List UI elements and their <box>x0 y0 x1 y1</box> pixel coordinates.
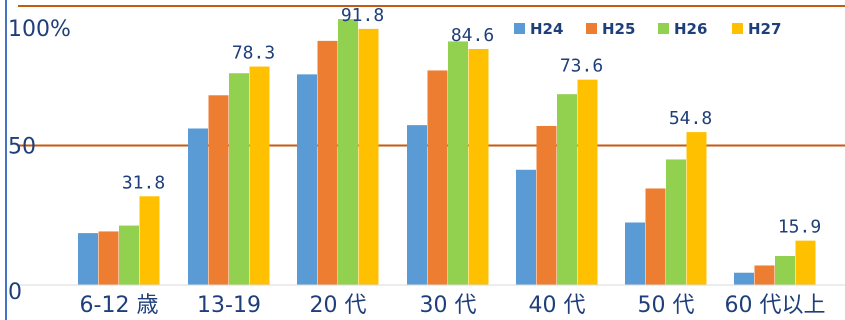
x-category-label: 60 代以上 <box>725 293 826 318</box>
bar-h27 <box>686 132 707 285</box>
bar-h25 <box>427 70 448 285</box>
legend-swatch <box>514 23 525 34</box>
bar-h24 <box>734 272 754 285</box>
data-label: 31.8 <box>122 172 165 193</box>
x-category-label: 50 代 <box>638 293 695 318</box>
bar-h27 <box>249 66 270 285</box>
data-label: 78.3 <box>232 43 275 64</box>
bar-h24 <box>297 74 317 285</box>
bar-h27 <box>795 240 816 285</box>
data-label: 84.6 <box>451 25 494 46</box>
x-category-label: 40 代 <box>529 293 586 318</box>
y-tick-label: 100% <box>8 17 71 42</box>
bar-h25 <box>98 231 119 285</box>
data-label: 91.8 <box>341 5 384 26</box>
bars <box>78 19 816 286</box>
legend-label: H25 <box>602 20 635 38</box>
data-label: 15.9 <box>778 217 821 238</box>
bar-h24 <box>188 128 208 285</box>
bar-h27 <box>577 79 598 285</box>
bar-h24 <box>625 222 645 285</box>
bar-h25 <box>536 125 557 285</box>
bar-h24 <box>516 169 536 285</box>
bar-h25 <box>208 95 229 285</box>
bar-h27 <box>468 48 489 285</box>
bar-h26 <box>666 159 686 285</box>
legend-label: H26 <box>674 20 707 38</box>
legend-label: H24 <box>530 20 563 38</box>
bar-h24 <box>78 233 98 285</box>
y-tick-label: 50 <box>8 135 36 160</box>
x-category-label: 6-12 歳 <box>80 293 159 318</box>
bar-h26 <box>775 255 795 285</box>
bar-h24 <box>407 125 427 286</box>
bar-h27 <box>139 196 160 285</box>
bar-h25 <box>645 188 666 285</box>
bar-h25 <box>754 265 775 285</box>
bar-h26 <box>338 19 358 285</box>
bar-h26 <box>557 94 577 285</box>
legend-swatch <box>658 23 669 34</box>
x-category-label: 20 代 <box>310 293 367 318</box>
bar-h25 <box>317 40 338 285</box>
x-category-label: 30 代 <box>420 293 477 318</box>
data-labels: 31.8 78.3 91.8 84.6 73.6 54.8 15.9 <box>122 5 821 238</box>
legend: H24 H25 H26 H27 <box>514 20 781 38</box>
bar-h26 <box>119 225 139 285</box>
bar-h27 <box>358 28 379 286</box>
y-tick-label: 0 <box>8 280 22 305</box>
bar-h26 <box>448 41 468 285</box>
legend-swatch <box>586 23 597 34</box>
legend-swatch <box>732 23 743 34</box>
bar-h26 <box>229 73 249 285</box>
legend-label: H27 <box>748 20 781 38</box>
data-label: 54.8 <box>669 108 712 129</box>
axes: 0 50 100% 6-12 歳 13-19 20 代 30 代 40 代 50 代 60 代以上 <box>5 0 845 320</box>
data-label: 73.6 <box>560 56 603 77</box>
x-category-label: 13-19 <box>197 293 261 318</box>
